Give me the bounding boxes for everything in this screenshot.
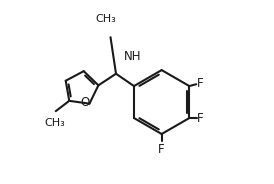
Text: NH: NH bbox=[124, 50, 141, 63]
Text: CH₃: CH₃ bbox=[96, 13, 116, 24]
Text: CH₃: CH₃ bbox=[44, 118, 65, 128]
Text: F: F bbox=[197, 112, 204, 125]
Text: F: F bbox=[158, 143, 165, 156]
Text: O: O bbox=[80, 96, 90, 109]
Text: F: F bbox=[197, 77, 204, 90]
